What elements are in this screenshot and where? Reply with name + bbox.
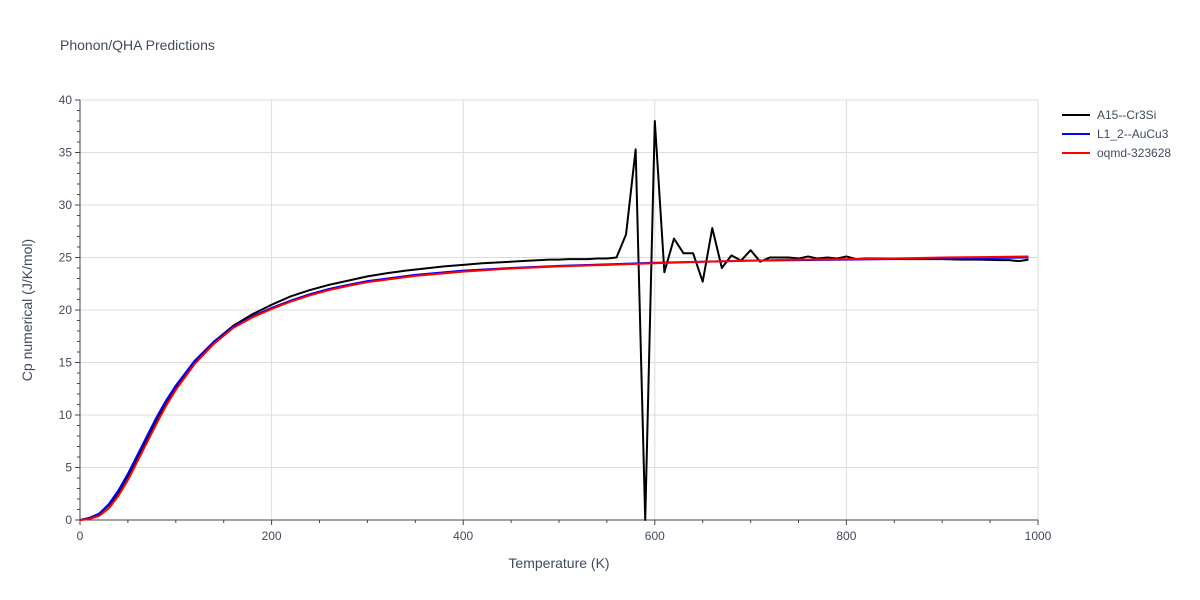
y-tick-label: 25 <box>59 251 73 265</box>
y-tick-labels: 0 5 10 15 20 25 30 35 40 <box>59 93 73 527</box>
x-tick-label: 1000 <box>1025 529 1052 543</box>
x-tick-label: 400 <box>453 529 473 543</box>
legend-label: oqmd-323628 <box>1097 146 1171 160</box>
y-tick-label: 0 <box>65 513 72 527</box>
series-lines <box>79 120 1029 521</box>
y-tick-label: 30 <box>59 198 73 212</box>
series-line-L1_2--AuCu3 <box>79 256 1029 521</box>
series-line-oqmd-323628 <box>79 255 1029 521</box>
y-tick-label: 15 <box>59 356 73 370</box>
x-tick-label: 0 <box>77 529 84 543</box>
y-tick-label: 20 <box>59 303 73 317</box>
axes <box>79 100 1038 521</box>
x-axis-title: Temperature (K) <box>508 555 609 571</box>
x-tick-label: 800 <box>836 529 856 543</box>
y-tick-label: 40 <box>59 93 73 107</box>
x-tick-labels: 0 200 400 600 800 1000 <box>77 529 1052 543</box>
minor-ticks <box>75 99 1039 525</box>
chart-title: Phonon/QHA Predictions <box>60 37 215 53</box>
legend[interactable]: A15--Cr3Si L1_2--AuCu3 oqmd-323628 <box>1062 108 1171 160</box>
x-tick-label: 600 <box>645 529 665 543</box>
legend-label: L1_2--AuCu3 <box>1097 127 1169 141</box>
y-tick-label: 10 <box>59 408 73 422</box>
series-line-A15--Cr3Si <box>79 120 1029 521</box>
x-tick-label: 200 <box>262 529 282 543</box>
legend-label: A15--Cr3Si <box>1097 108 1156 122</box>
y-tick-label: 5 <box>65 461 72 475</box>
y-tick-label: 35 <box>59 146 73 160</box>
grid <box>80 99 1039 520</box>
y-axis-title: Cp numerical (J/K/mol) <box>19 239 35 381</box>
